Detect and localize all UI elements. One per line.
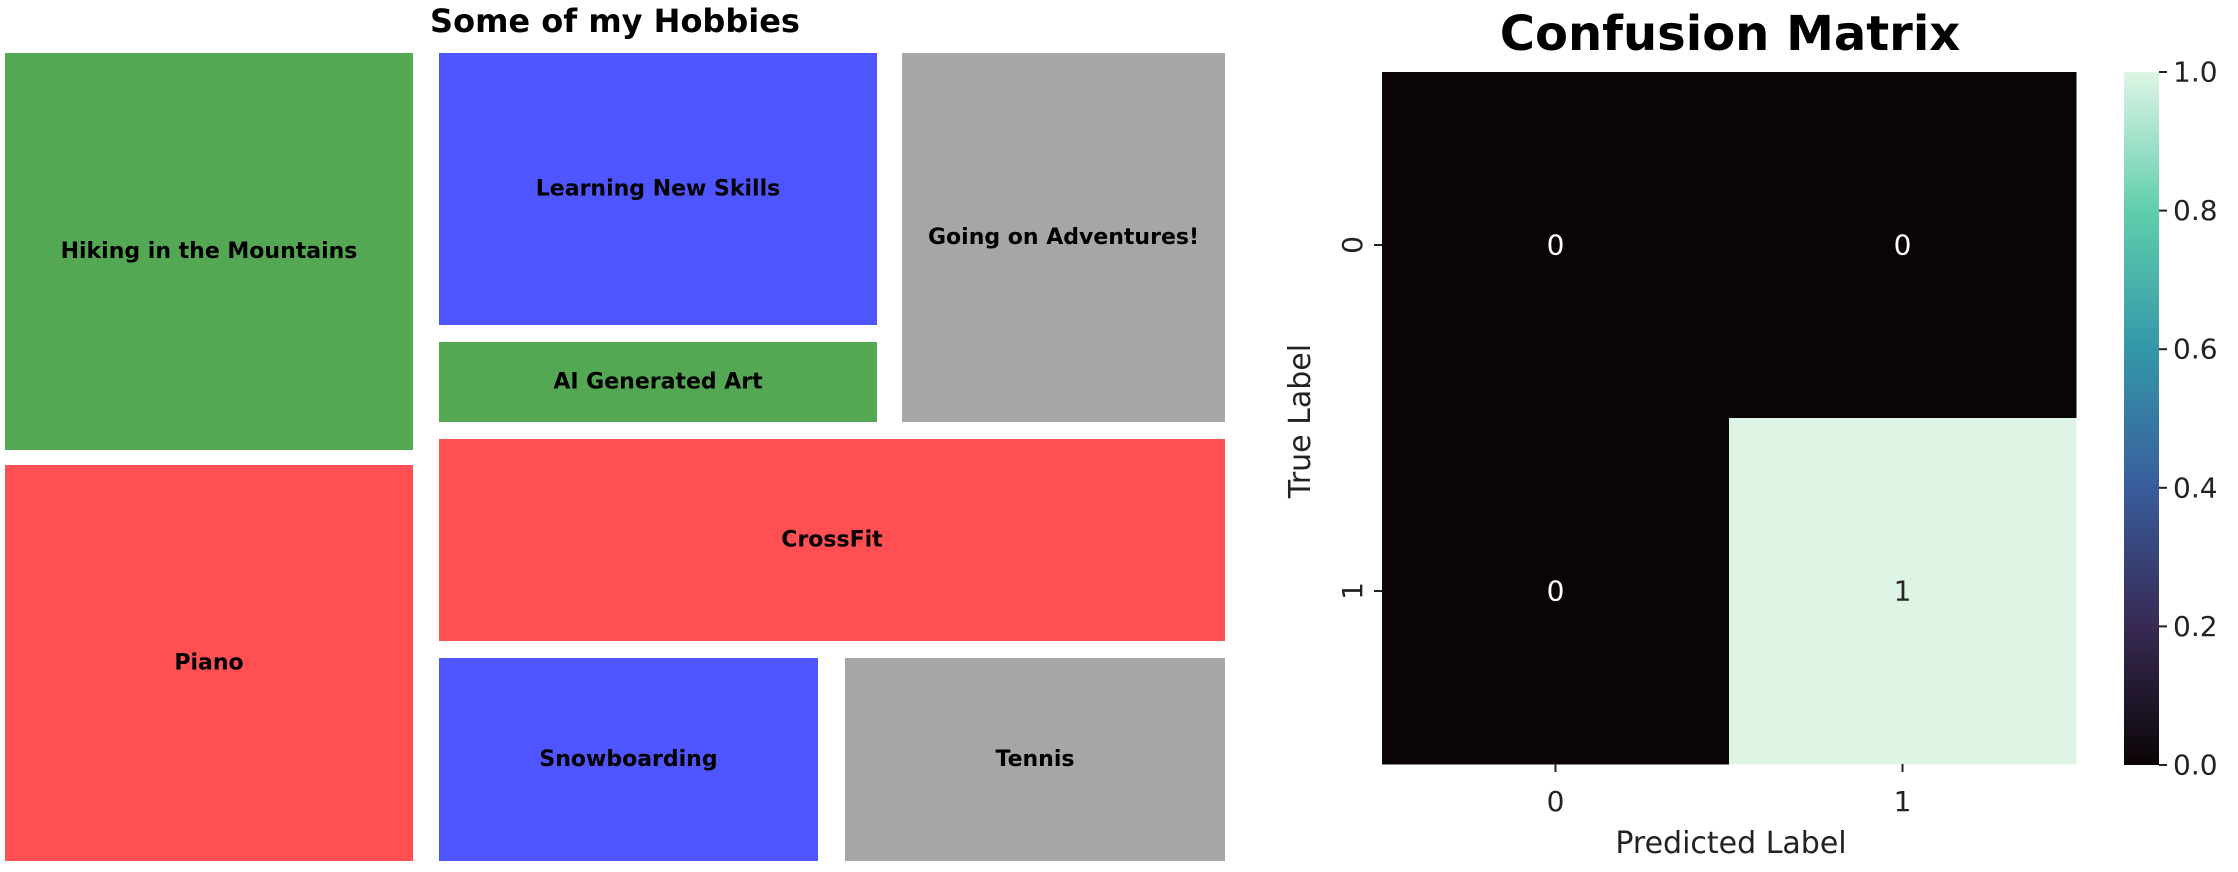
cell-rect [1729,72,2077,419]
tile-rect [5,53,413,450]
matrix-cell: 1 [1729,418,2077,765]
cell-value-label: 0 [1547,229,1565,262]
x-tick-label: 1 [1894,785,1912,818]
cell-rect [1382,72,1730,419]
matrix-cell: 0 [1729,72,2077,419]
tile-label: Snowboarding [539,747,717,772]
cell-value-label: 0 [1547,575,1565,608]
colorbar [2124,72,2159,765]
tile-crossfit: CrossFit [439,439,1225,641]
heatmap-cells: 0 0 0 1 [1382,72,2077,765]
tile-label: Tennis [996,747,1075,772]
treemap-tiles: Hiking in the Mountains Learning New Skil… [5,53,1225,861]
tile-label: AI Generated Art [553,370,763,395]
tile-rect [439,53,877,325]
tile-tennis: Tennis [845,658,1225,861]
cell-value-label: 1 [1894,575,1912,608]
matrix-cell: 0 [1382,418,1730,765]
tile-ai-generated-art: AI Generated Art [439,342,877,422]
colorbar-ticks: 0.0 0.2 0.4 0.6 0.8 1.0 [2159,56,2218,782]
cell-value-label: 0 [1894,229,1912,262]
tile-going-on-adventures: Going on Adventures! [902,53,1225,422]
tile-label: Learning New Skills [536,177,780,202]
colorbar-tick-label: 0.6 [2173,333,2218,366]
matrix-cell: 0 [1382,72,1730,419]
colorbar-tick-label: 0.2 [2173,610,2218,643]
colorbar-tick-label: 1.0 [2173,56,2218,89]
tile-rect [439,658,818,861]
cell-rect [1729,418,2077,765]
y-tick-label: 0 [1336,236,1369,254]
tile-piano: Piano [5,465,413,861]
treemap-svg: Some of my Hobbies Hiking in the Mountai… [5,2,1225,861]
treemap-title: Some of my Hobbies [430,2,800,40]
tile-rect [5,465,413,861]
tile-rect [902,53,1225,422]
x-tick-label: 0 [1547,785,1565,818]
x-axis-label: Predicted Label [1615,826,1846,861]
tile-rect [439,439,1225,641]
treemap-chart: Some of my Hobbies Hiking in the Mountai… [5,2,1225,861]
heatmap-title: Confusion Matrix [1500,6,1961,62]
tile-hiking-in-the-mountains: Hiking in the Mountains [5,53,413,450]
colorbar-tick-label: 0.0 [2173,749,2218,782]
y-tick-label: 1 [1336,582,1369,600]
tile-snowboarding: Snowboarding [439,658,818,861]
y-axis-label: True Label [1283,344,1318,499]
tile-learning-new-skills: Learning New Skills [439,53,877,325]
tile-rect [845,658,1225,861]
heatmap-svg: Confusion Matrix 0 0 0 1 0 1 0 1 Predicted Lab… [1283,6,2218,861]
tile-label: CrossFit [781,528,883,553]
tile-label: Hiking in the Mountains [61,239,358,264]
tile-rect [439,342,877,422]
cell-rect [1382,418,1730,765]
tile-label: Going on Adventures! [928,225,1199,250]
confusion-matrix-chart: Confusion Matrix 0 0 0 1 0 1 0 1 Predicted Lab… [1230,0,2238,868]
tile-label: Piano [174,651,243,676]
colorbar-tick-label: 0.8 [2173,194,2218,227]
heatmap-axes: 0 1 0 1 [1336,236,1911,818]
colorbar-tick-label: 0.4 [2173,471,2218,504]
